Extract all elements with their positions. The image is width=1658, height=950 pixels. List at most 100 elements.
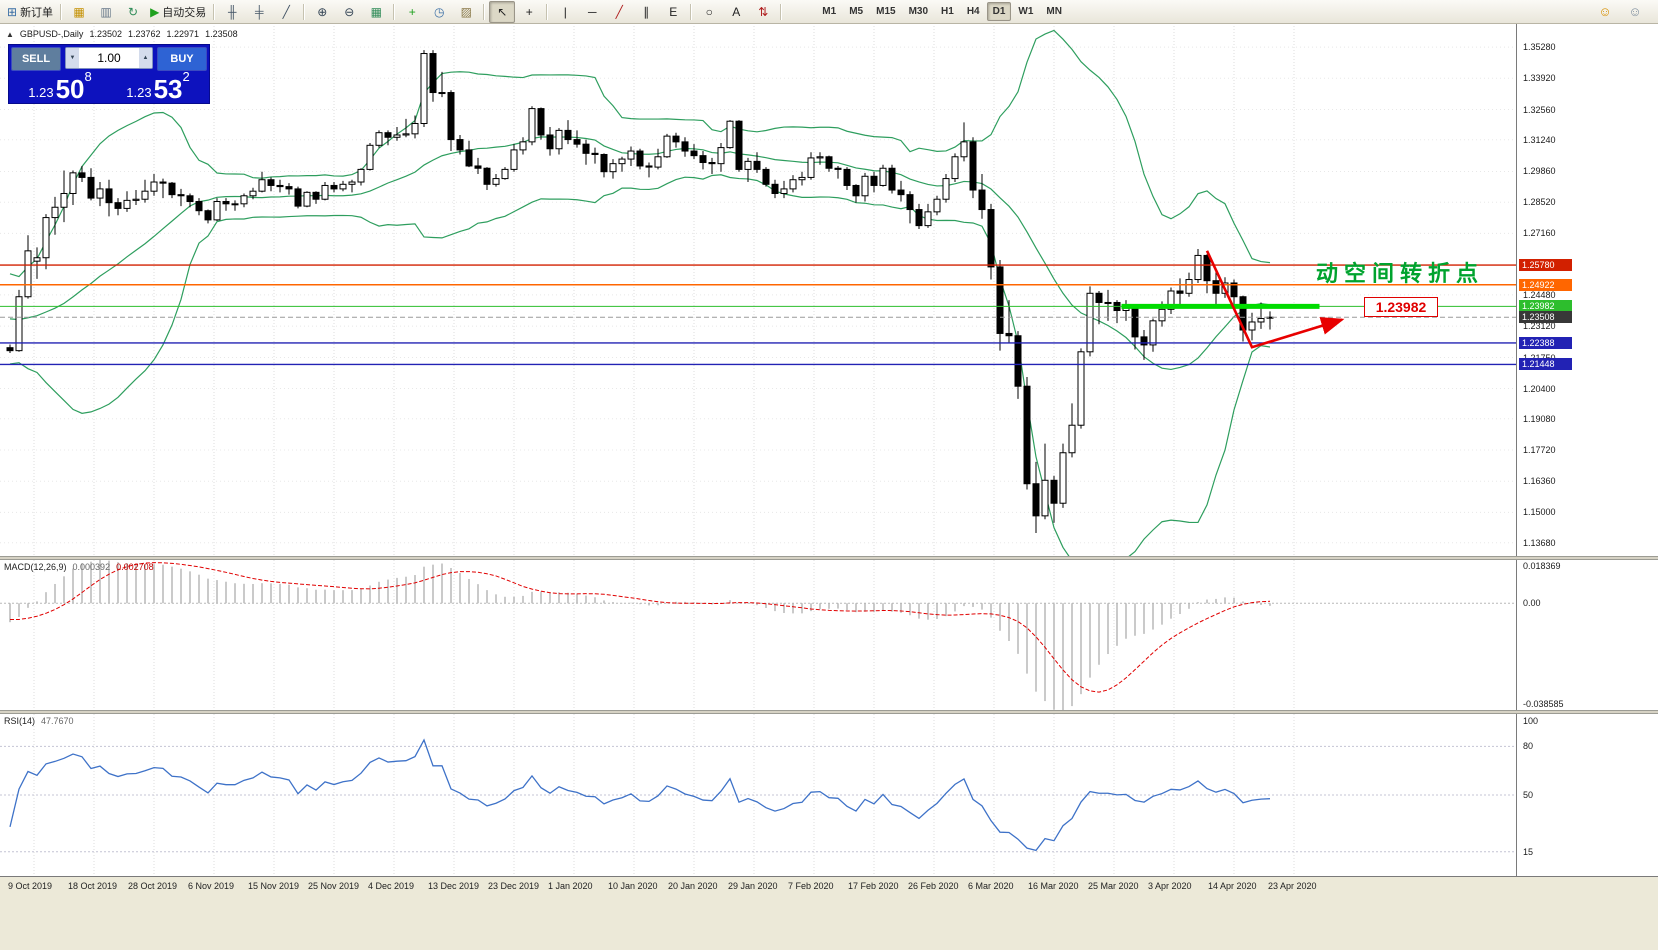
timeframe-button-M15[interactable]: M15 xyxy=(876,6,896,17)
sell-price[interactable]: 1.23 50 8 xyxy=(11,69,109,103)
price-scale-label: 1.35280 xyxy=(1523,42,1556,53)
trendline-icon[interactable]: ╱ xyxy=(606,1,632,23)
candle-body xyxy=(969,141,977,191)
lot-increase-button[interactable]: ▲ xyxy=(139,48,152,68)
collapse-arrow-icon[interactable]: ▲ xyxy=(6,29,14,39)
timeframe-button-H4[interactable]: H4 xyxy=(966,6,980,17)
support-icon[interactable]: ☺ xyxy=(1622,1,1648,23)
date-label: 6 Nov 2019 xyxy=(188,881,235,891)
price-scale-label: 1.27160 xyxy=(1523,228,1556,239)
refresh-icon[interactable]: ↻ xyxy=(120,1,146,23)
zoom-in-icon[interactable]: ⊕ xyxy=(309,1,335,23)
shapes-icon-icon: ○ xyxy=(705,4,713,19)
timeframe-button-M30[interactable]: M30 xyxy=(908,6,929,17)
indicators-icon[interactable]: + xyxy=(399,1,425,23)
fibonacci-icon[interactable]: E xyxy=(660,1,686,23)
time-axis[interactable]: 9 Oct 2019 18 Oct 2019 28 Oct 2019 6 Nov 20… xyxy=(0,876,1658,896)
date-label: 25 Mar 2020 xyxy=(1088,881,1139,891)
buy-button[interactable]: BUY xyxy=(157,47,207,71)
candle-body xyxy=(420,53,428,125)
candle-body xyxy=(240,195,248,205)
charts-profile-icon[interactable]: ▦ xyxy=(66,1,92,23)
candle-body xyxy=(744,160,752,170)
new-order-button[interactable]: ⊞ 新订单 xyxy=(4,1,56,23)
toolbar: ⊞ 新订单 ▦ ▥ ↻ ▶ 自动交易 ╫ ╪ ╱ ⊕ ⊖ ▦ + ◷ ▨ ↖ + | ─ ╱ ∥ E ○ A ⇅ M1 M5 M15 M3… xyxy=(0,0,1658,24)
channel-icon[interactable]: ∥ xyxy=(633,1,659,23)
community-icon[interactable]: ☺ xyxy=(1592,1,1618,23)
macd-label: MACD(12,26,9) 0.000392 0.002708 xyxy=(4,562,154,572)
community-icon: ☺ xyxy=(1598,4,1612,19)
text-label-icon-icon: A xyxy=(732,4,741,19)
candle-body xyxy=(564,129,572,141)
price-tag: 1.23982 xyxy=(1519,300,1572,313)
candle-body xyxy=(708,162,716,165)
vertical-line-icon[interactable]: | xyxy=(552,1,578,23)
panel-separator[interactable] xyxy=(0,710,1658,714)
timeframe-button-W1[interactable]: W1 xyxy=(1018,6,1034,17)
shapes-icon[interactable]: ○ xyxy=(696,1,722,23)
timeframe-button-M5[interactable]: M5 xyxy=(849,6,864,17)
bollinger-band xyxy=(9,29,1271,278)
candle-body xyxy=(735,120,743,170)
lot-size-input[interactable] xyxy=(79,48,139,68)
candle-body xyxy=(906,194,914,211)
templates-icon[interactable]: ▨ xyxy=(453,1,479,23)
autotrading-button[interactable]: ▶ 自动交易 xyxy=(147,1,209,23)
text-label-icon[interactable]: A xyxy=(723,1,749,23)
date-label: 16 Mar 2020 xyxy=(1028,881,1079,891)
candle-body xyxy=(501,168,509,180)
candle-body xyxy=(726,120,734,149)
timeframe-button-MN[interactable]: MN xyxy=(1046,6,1062,17)
refresh-icon-icon: ↻ xyxy=(128,4,139,19)
ohlc-close: 1.23508 xyxy=(205,29,238,39)
date-label: 3 Apr 2020 xyxy=(1148,881,1192,891)
tile-windows-icon[interactable]: ▦ xyxy=(363,1,389,23)
date-label: 6 Mar 2020 xyxy=(968,881,1014,891)
trendline-icon-icon: ╱ xyxy=(615,4,623,19)
candle-body xyxy=(1104,301,1112,304)
date-label: 15 Nov 2019 xyxy=(248,881,300,891)
cursor-icon[interactable]: ↖ xyxy=(489,0,516,23)
timeframe-button-M1[interactable]: M1 xyxy=(822,6,837,17)
candle-body xyxy=(924,211,932,227)
candle-body xyxy=(465,149,473,167)
lot-size-control: ▼ ▲ xyxy=(65,47,153,69)
candlestick-chart-type-icon[interactable]: ╪ xyxy=(246,1,272,23)
candle-body xyxy=(213,201,221,221)
price-scale-label: 1.17720 xyxy=(1523,445,1556,455)
candle-body xyxy=(87,176,95,199)
date-label: 23 Dec 2019 xyxy=(488,881,540,891)
timeframe-button-H1[interactable]: H1 xyxy=(941,6,954,17)
price-scale-label: 1.19080 xyxy=(1523,413,1556,424)
candle-body xyxy=(492,178,500,185)
bar-chart-type-icon[interactable]: ╫ xyxy=(219,1,245,23)
timeframe-button-D1[interactable]: D1 xyxy=(986,2,1012,21)
lot-decrease-button[interactable]: ▼ xyxy=(66,48,79,68)
buy-price-big: 53 xyxy=(153,74,183,104)
toolbar-separator xyxy=(213,3,216,20)
candle-body xyxy=(177,194,185,197)
candle-body xyxy=(1149,320,1157,346)
candle-body xyxy=(429,53,437,94)
candle-body xyxy=(204,210,212,221)
zoom-out-icon[interactable]: ⊖ xyxy=(336,1,362,23)
candle-body xyxy=(771,183,779,194)
date-label: 23 Apr 2020 xyxy=(1268,881,1317,891)
buy-price[interactable]: 1.23 53 2 xyxy=(109,69,207,104)
horizontal-line-icon-icon: ─ xyxy=(588,4,597,19)
price-scale[interactable]: 1.35280 1.33920 1.32560 1.31240 1.29860 1.285… xyxy=(1516,24,1658,876)
candle-body xyxy=(258,179,266,192)
horizontal-line-icon[interactable]: ─ xyxy=(579,1,605,23)
panel-separator[interactable] xyxy=(0,556,1658,560)
crosshair-icon[interactable]: + xyxy=(516,1,542,23)
data-window-icon[interactable]: ▥ xyxy=(93,1,119,23)
candle-body xyxy=(42,217,50,259)
candle-body xyxy=(447,92,455,141)
arrow-objects-icon[interactable]: ⇅ xyxy=(750,1,776,23)
periods-icon[interactable]: ◷ xyxy=(426,1,452,23)
sell-button[interactable]: SELL xyxy=(11,47,61,71)
buy-price-sup: 2 xyxy=(182,69,190,84)
line-chart-type-icon[interactable]: ╱ xyxy=(273,1,299,23)
rsi-label: RSI(14) 47.7670 xyxy=(4,716,74,726)
